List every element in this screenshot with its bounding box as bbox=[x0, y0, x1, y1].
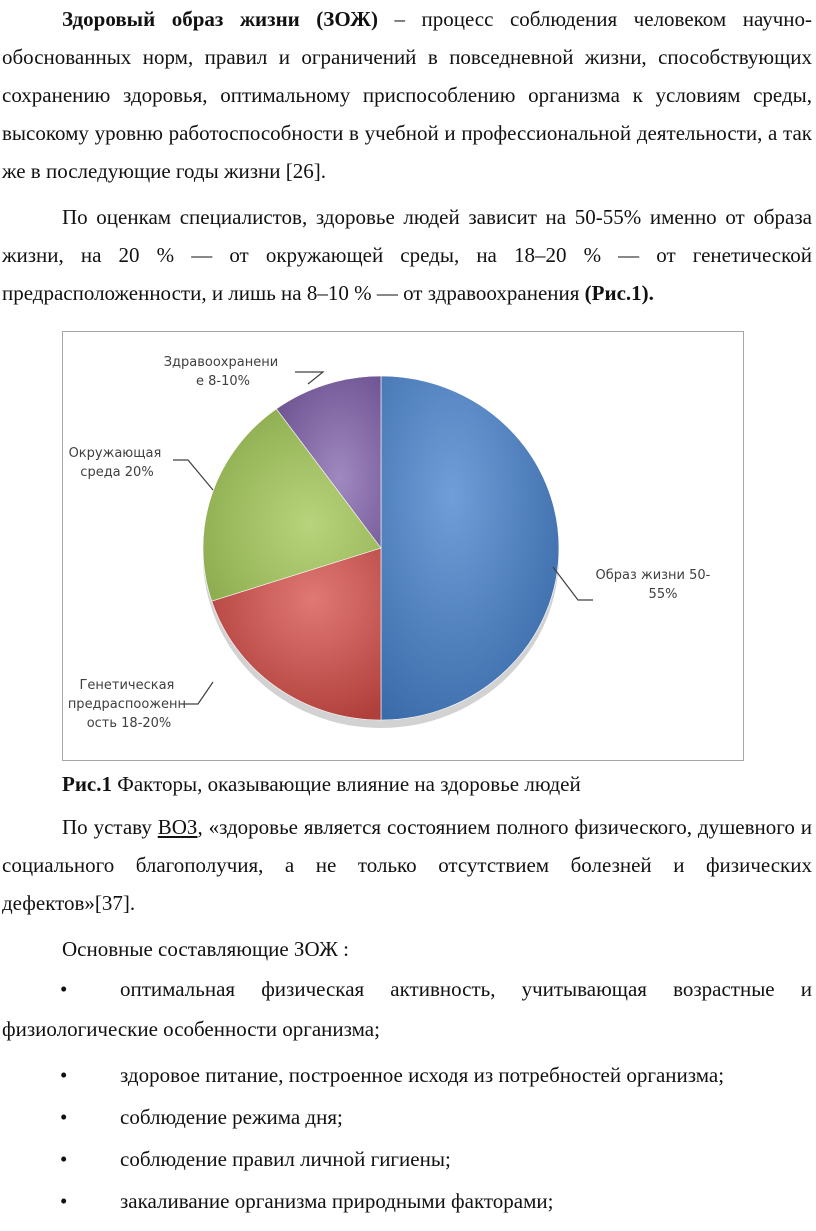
leader-line-genetics bbox=[181, 681, 214, 705]
factors-text: По оценкам специалистов, здоровье людей … bbox=[2, 205, 812, 305]
pie-chart: Образ жизни 50- 55% Генетическая предрас… bbox=[68, 355, 714, 731]
label-environment: Окружающая среда 20% bbox=[69, 446, 166, 480]
bullet-dot: • bbox=[60, 977, 68, 1001]
who-pre: По уставу bbox=[62, 815, 158, 839]
definition-text: – процесс соблюдения человеком научно-об… bbox=[2, 7, 812, 183]
bullet-text: соблюдение правил личной гигиены; bbox=[120, 1147, 451, 1171]
label-healthcare: Здравоохранени е 8-10% bbox=[164, 355, 283, 389]
bullet-text: здоровое питание, построенное исходя из … bbox=[120, 1063, 725, 1087]
paragraph-components-heading: Основные составляющие ЗОЖ : bbox=[2, 930, 812, 968]
slice-genetics bbox=[211, 547, 382, 721]
slice-environment bbox=[202, 408, 382, 602]
figure-number: Рис.1 bbox=[62, 772, 112, 796]
who-post: , «здоровье является состоянием полного … bbox=[2, 815, 812, 915]
figure-caption-text: Факторы, оказывающие влияние на здоровье… bbox=[112, 772, 581, 796]
bullet-dot: • bbox=[60, 1105, 68, 1129]
bullet-dot: • bbox=[60, 1147, 68, 1171]
bullet-text: соблюдение режима дня; bbox=[120, 1105, 343, 1129]
bullet-dot: • bbox=[60, 1189, 68, 1213]
leader-line-environment bbox=[173, 459, 214, 491]
leader-line-healthcare bbox=[295, 371, 325, 385]
components-heading-text: Основные составляющие ЗОЖ : bbox=[62, 937, 349, 961]
label-lifestyle: Образ жизни 50- 55% bbox=[595, 568, 714, 602]
leader-line-lifestyle bbox=[552, 566, 593, 601]
list-item-continuation: физиологические особенности организма; bbox=[2, 1010, 812, 1048]
pie-chart-frame: Образ жизни 50- 55% Генетическая предрас… bbox=[62, 331, 744, 761]
bullet-text-continuation: физиологические особенности организма; bbox=[2, 1017, 380, 1041]
bullet-dot: • bbox=[60, 1063, 68, 1087]
term-zozh: Здоровый образ жизни (ЗОЖ) bbox=[62, 7, 378, 31]
label-genetics: Генетическая предраспооженн ость 18-20% bbox=[68, 678, 190, 731]
paragraph-who-definition: По уставу ВОЗ, «здоровье является состоя… bbox=[2, 808, 812, 922]
paragraph-zozh-definition: Здоровый образ жизни (ЗОЖ) – процесс соб… bbox=[2, 0, 812, 190]
bullet-text: закаливание организма природными фактора… bbox=[120, 1189, 554, 1213]
who-link[interactable]: ВОЗ bbox=[157, 815, 198, 839]
slice-healthcare bbox=[275, 375, 382, 549]
figure-caption: Рис.1 Факторы, оказывающие влияние на зд… bbox=[62, 768, 581, 800]
figure-reference: (Рис.1). bbox=[584, 281, 654, 305]
paragraph-health-factors: По оценкам специалистов, здоровье людей … bbox=[2, 198, 812, 312]
list-item: • оптимальная физическая активность, учи… bbox=[2, 970, 812, 1010]
slice-lifestyle bbox=[380, 375, 560, 721]
bullet-text: оптимальная физическая активность, учиты… bbox=[120, 977, 812, 1001]
